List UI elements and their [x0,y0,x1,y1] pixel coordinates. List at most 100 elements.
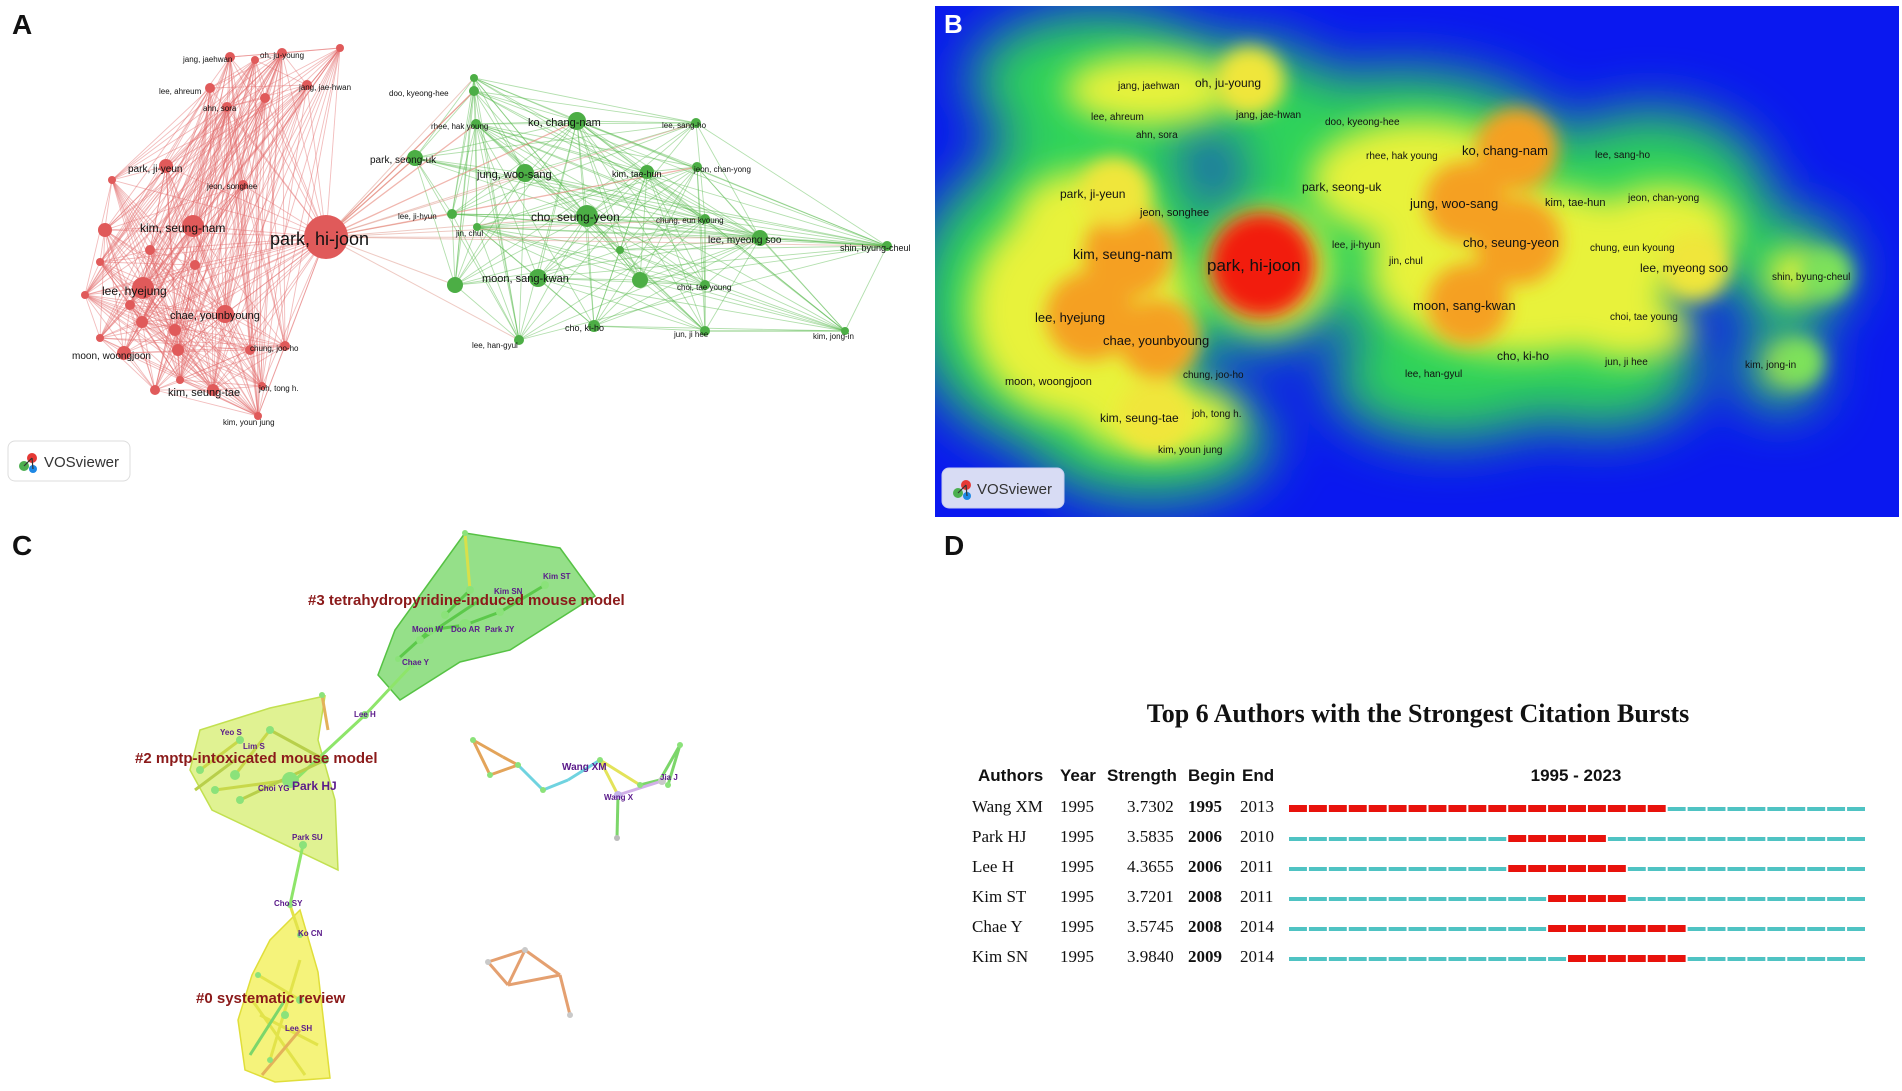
network-edge [174,329,263,387]
network-edge [414,157,588,217]
network-edge [141,321,286,347]
burst-strength: 3.5745 [1127,917,1174,936]
density-peak [1045,271,1135,361]
node-label: lee, ji-hyun [398,212,437,221]
burst-segment [1508,835,1527,842]
network-node [280,341,290,351]
network-edge [646,171,706,332]
network-edge [123,225,194,354]
network-edge [576,120,888,247]
network-edge [141,225,194,323]
vosviewer-label-a: VOSviewer [44,454,119,471]
network-edge [619,245,888,251]
network-edge [149,249,259,417]
network-edge [149,249,226,315]
network-edge [576,120,706,332]
network-edge [141,321,181,381]
network-edge [475,123,706,220]
network-edge [129,304,176,331]
network-edge [229,56,244,186]
network-edge [473,90,520,341]
burst-segment [1568,895,1586,902]
network-edge [141,321,251,351]
network-edge [104,47,341,231]
density-label: lee, han-gyul [1405,369,1462,380]
network-edge [476,226,888,247]
timeline-segment [1368,837,1387,841]
network-edge [451,122,697,215]
network-edge [226,47,341,108]
network-edge [261,236,327,387]
density-peak [1118,379,1192,453]
network-edge [454,245,888,286]
network-edge [177,236,327,351]
timeline-segment [1607,837,1626,841]
node-label: lee, sang-ho [662,121,707,130]
network-edge [99,249,151,263]
node-label: joh, tong h. [258,384,299,393]
network-edge [149,106,228,251]
network-edge [224,97,266,315]
burst-segment [1528,865,1547,872]
network-edge [179,313,226,381]
network-edge [99,229,106,339]
node-label: kim, seung-tae [168,387,240,399]
network-edge [454,226,478,286]
network-edge [281,52,286,347]
network-edge [451,213,520,341]
network-edge [165,165,214,391]
burst-strength: 3.5835 [1127,827,1174,846]
network-edge [111,179,196,266]
density-label: cho, seung-yeon [1463,235,1559,250]
timeline-segment [1368,957,1387,961]
network-edge [192,47,341,227]
timeline-segment [1747,957,1766,961]
network-edge [242,184,286,347]
network-edge [99,106,228,339]
network-edge [141,184,244,323]
network-edge [123,52,283,354]
network-edge [179,264,196,381]
network-edge [619,237,761,251]
node-label: choi, tae young [677,283,731,292]
network-edge [261,52,283,387]
density-label: chung, joo-ho [1183,370,1244,381]
network-node [169,324,181,336]
burst-strength: 3.9840 [1127,947,1174,966]
node-label: jang, jae-hwan [298,83,351,92]
burst-begin: 2006 [1188,857,1222,876]
node-label: ahn, sora [203,104,237,113]
network-edge [537,215,588,279]
network-node [304,215,348,259]
network-edge [154,313,226,391]
header-authors: Authors [978,766,1043,785]
timeline-segment [1428,867,1447,871]
network-edge [111,179,327,238]
node-label: moon, sang-kwan [482,273,569,285]
network-edge [518,172,526,341]
timeline-segment [1308,867,1327,871]
network-edge [179,106,228,381]
network-edge [129,56,231,306]
network-edge [454,123,477,286]
timeline-segment [1308,927,1327,931]
network-edge [325,215,588,238]
timeline-segment [1767,897,1786,901]
network-edge [224,47,341,315]
network-edge [84,261,101,296]
network-edge [165,87,211,167]
network-edge [451,90,475,215]
timeline-segment [1667,897,1686,901]
network-edge [129,304,156,391]
network-edge [84,165,167,296]
network-edge [179,59,256,381]
network-edge [254,59,308,86]
timeline-segment [1388,957,1407,961]
network-edge [212,52,283,391]
timeline-segment [1408,897,1427,901]
network-edge [177,349,259,417]
timeline-segment [1528,897,1547,901]
burst-author: Park HJ [972,827,1027,846]
network-edge [104,229,327,238]
network-edge [325,122,697,238]
